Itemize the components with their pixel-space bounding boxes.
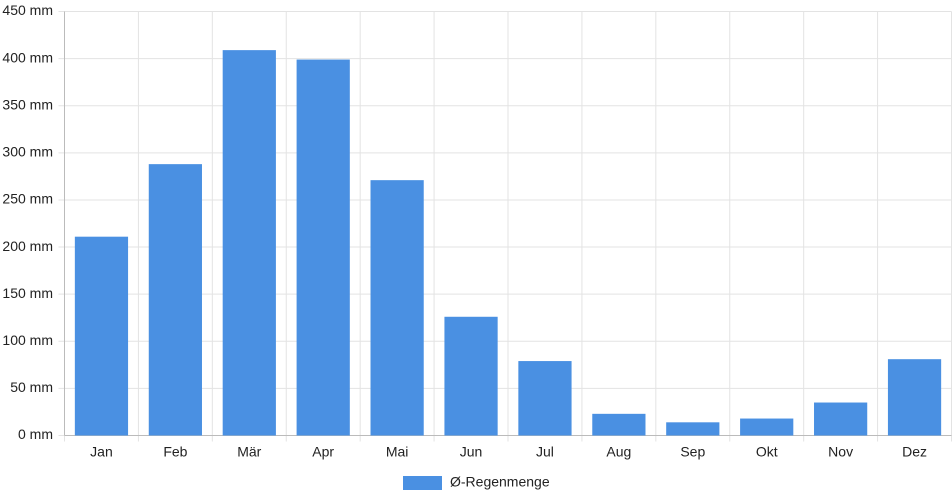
y-tick-label: 100 mm (2, 332, 53, 348)
bar (740, 418, 794, 436)
bar (666, 422, 720, 436)
x-tick-label: Nov (828, 444, 853, 460)
bar (518, 361, 572, 436)
x-tick-label: Jun (460, 444, 483, 460)
x-tick-label: Dez (902, 444, 927, 460)
y-tick-label: 150 mm (2, 285, 53, 301)
y-tick-label: 250 mm (2, 191, 53, 207)
x-tick-label: Aug (606, 444, 631, 460)
bar (222, 50, 276, 436)
bar (74, 236, 129, 436)
y-tick-label: 400 mm (2, 49, 53, 65)
bar (296, 59, 350, 436)
x-tick-label: Okt (756, 444, 778, 460)
bar (148, 164, 202, 436)
x-tick-label: Jul (536, 444, 554, 460)
x-tick-label: Apr (312, 444, 334, 460)
legend-swatch (403, 476, 442, 490)
bar (887, 359, 942, 436)
y-tick-label: 300 mm (2, 144, 53, 160)
legend-label: Ø-Regenmenge (450, 474, 550, 490)
bar (814, 402, 868, 436)
y-tick-label: 450 mm (2, 2, 53, 18)
bar (370, 180, 424, 436)
x-tick-label: Jan (90, 444, 113, 460)
y-tick-label: 50 mm (10, 379, 53, 395)
bar (444, 316, 498, 436)
x-tick-label: Sep (680, 444, 705, 460)
bar (592, 413, 646, 436)
y-tick-label: 350 mm (2, 96, 53, 112)
y-tick-label: 0 mm (18, 426, 53, 442)
x-tick-label: Mai (386, 444, 409, 460)
x-tick-label: Mär (237, 444, 261, 460)
x-tick-label: Feb (163, 444, 187, 460)
y-tick-label: 200 mm (2, 238, 53, 254)
